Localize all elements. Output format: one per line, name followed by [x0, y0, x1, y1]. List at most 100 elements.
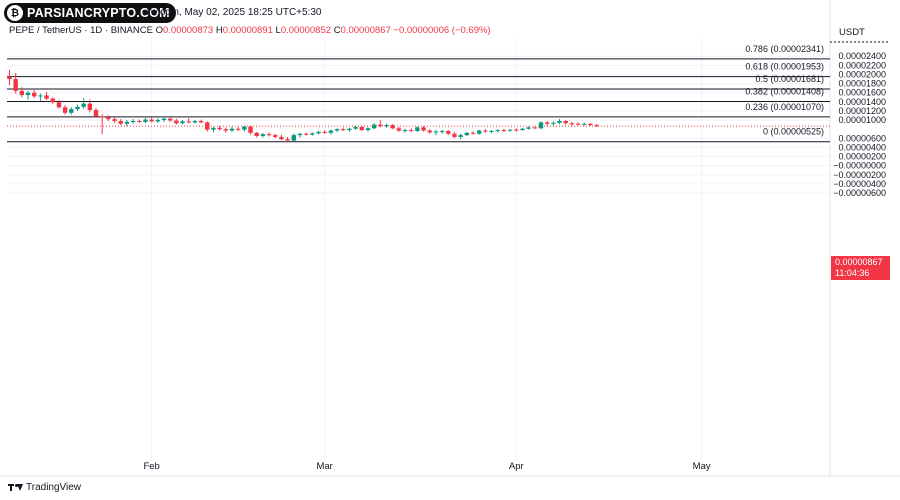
- candle-body: [569, 123, 575, 125]
- candle-body: [514, 129, 519, 131]
- candle-body: [291, 135, 296, 141]
- ohlc-legend: PEPE / TetherUS · 1D · BINANCE O0.000008…: [9, 25, 491, 36]
- candle-body: [427, 130, 432, 133]
- candle-body: [81, 103, 86, 107]
- tradingview-logo-icon: [8, 483, 23, 492]
- candle-body: [433, 131, 439, 133]
- candle-body: [495, 130, 500, 132]
- candle-body: [7, 76, 12, 80]
- candle-body: [439, 131, 445, 133]
- price-tick-label: −0.00000200: [833, 170, 886, 180]
- logo-text: PARSIANCRYPTO.COM: [27, 6, 170, 20]
- last-price-tag: 0.00000867 11:04:36: [831, 256, 890, 280]
- open-label: O: [155, 25, 163, 36]
- fib-label: 0.236 (0.00001070): [745, 102, 824, 112]
- candle-body: [242, 126, 247, 130]
- candle-body: [378, 124, 383, 126]
- candle-body: [273, 135, 278, 137]
- candle-body: [575, 123, 581, 125]
- watermark-logo: ₿ PARSIANCRYPTO.COM: [4, 3, 176, 23]
- candle-body: [93, 110, 99, 117]
- candle-body: [483, 130, 488, 132]
- candle-body: [402, 130, 408, 132]
- time-tick-label: Apr: [509, 461, 524, 472]
- candle-body: [563, 120, 568, 124]
- price-tick-label: 0.00002000: [838, 69, 886, 79]
- candle-body: [390, 125, 395, 129]
- time-tick-label: Mar: [316, 461, 332, 472]
- candle-body: [353, 126, 358, 129]
- symbol-label[interactable]: PEPE / TetherUS · 1D · BINANCE: [9, 25, 153, 36]
- candle-body: [25, 92, 31, 95]
- price-unit-label[interactable]: USDT: [839, 27, 865, 38]
- candle-body: [365, 128, 371, 131]
- chart-header: ₿ PARSIANCRYPTO.COM ew.com, May 02, 2025…: [0, 0, 830, 40]
- candle-body: [582, 123, 587, 125]
- candle-body: [143, 119, 148, 122]
- candle-body: [526, 127, 531, 129]
- candle-body: [56, 102, 62, 108]
- candle-body: [155, 120, 161, 122]
- fib-label: 0.5 (0.00001681): [755, 74, 824, 84]
- high-value: 0.00000891: [222, 25, 273, 36]
- price-lines: [7, 41, 890, 127]
- candle-body: [476, 130, 482, 134]
- price-tick-label: 0.00000600: [838, 133, 886, 143]
- close-label: C: [333, 25, 341, 36]
- candle-body: [501, 130, 507, 132]
- candle-body: [112, 119, 117, 121]
- candles: [7, 69, 599, 143]
- candle-body: [223, 129, 228, 131]
- price-tick-label: −0.00000000: [833, 161, 886, 171]
- price-tick-label: −0.00000400: [833, 179, 886, 189]
- candle-body: [198, 120, 204, 123]
- candle-body: [452, 133, 457, 137]
- close-value: 0.00000867: [340, 25, 391, 36]
- candle-body: [186, 121, 191, 123]
- candle-body: [205, 122, 210, 130]
- candle-body: [32, 92, 37, 97]
- candle-body: [217, 127, 222, 130]
- price-tick-label: 0.00002200: [838, 60, 886, 70]
- candle-body: [538, 122, 544, 129]
- fib-label: 0.382 (0.00001408): [745, 86, 824, 96]
- candle-body: [62, 107, 68, 113]
- candle-body: [322, 131, 327, 133]
- candle-body: [359, 126, 364, 131]
- price-tick-label: 0.00001000: [838, 115, 886, 125]
- candle-body: [180, 121, 185, 124]
- candle-body: [551, 122, 556, 124]
- open-value: 0.00000873: [162, 25, 214, 36]
- candle-body: [334, 129, 340, 131]
- candle-body: [75, 106, 80, 110]
- fib-levels: 0.786 (0.00002341) 0.618 (0.00001953) 0.5 …: [7, 44, 830, 143]
- snapshot-title: ew.com, May 02, 2025 18:25 UTC+5:30: [145, 7, 322, 18]
- candle-body: [124, 121, 130, 124]
- candle-body: [464, 132, 470, 136]
- candle-body: [279, 136, 284, 140]
- candle-body: [248, 126, 253, 133]
- bitcoin-icon: ₿: [7, 5, 23, 21]
- candle-body: [174, 120, 179, 124]
- time-axis: Feb Mar Apr May: [143, 461, 710, 472]
- candle-body: [347, 128, 352, 131]
- candle-body: [588, 123, 593, 126]
- candle-body: [470, 132, 476, 134]
- candle-body: [50, 98, 55, 103]
- candle-body: [328, 130, 334, 133]
- candle-body: [316, 131, 321, 134]
- candle-body: [167, 118, 173, 121]
- candle-body: [421, 127, 426, 131]
- candle-body: [44, 95, 49, 99]
- candle-body: [100, 116, 105, 118]
- price-tick-label: 0.00001400: [838, 97, 886, 107]
- tradingview-branding[interactable]: TradingView: [8, 482, 81, 493]
- candle-body: [458, 135, 463, 137]
- time-tick-label: May: [693, 461, 711, 472]
- price-tick-label: 0.00001600: [838, 88, 886, 98]
- candle-body: [161, 118, 167, 121]
- candle-body: [446, 131, 451, 134]
- price-tick-label: 0.00000200: [838, 152, 886, 162]
- time-tick-label: Feb: [143, 461, 159, 472]
